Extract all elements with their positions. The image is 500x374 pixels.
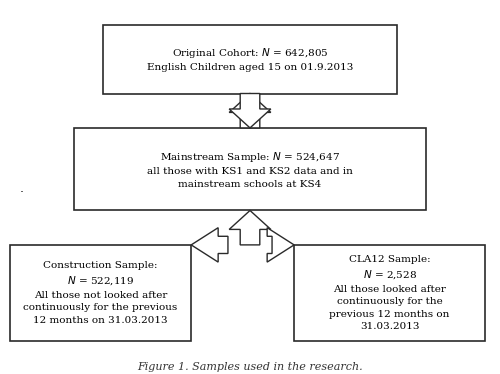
- Polygon shape: [191, 228, 228, 262]
- FancyBboxPatch shape: [294, 245, 485, 341]
- Text: Original Cohort: $N$ = 642,805
English Children aged 15 on 01.9.2013: Original Cohort: $N$ = 642,805 English C…: [147, 46, 353, 72]
- Text: CLA12 Sample:
$N$ = 2,528
All those looked after
continuously for the
previous 1: CLA12 Sample: $N$ = 2,528 All those look…: [330, 255, 450, 331]
- Polygon shape: [267, 228, 294, 262]
- Text: Construction Sample:
$N$ = 522,119
All those not looked after
continuously for t: Construction Sample: $N$ = 522,119 All t…: [24, 261, 178, 325]
- Text: Figure 1. Samples used in the research.: Figure 1. Samples used in the research.: [137, 362, 363, 372]
- Polygon shape: [229, 211, 271, 245]
- Text: Mainstream Sample: $N$ = 524,647
all those with KS1 and KS2 data and in
mainstre: Mainstream Sample: $N$ = 524,647 all tho…: [147, 150, 353, 189]
- FancyBboxPatch shape: [74, 128, 426, 211]
- FancyBboxPatch shape: [10, 245, 191, 341]
- Polygon shape: [229, 94, 271, 128]
- FancyBboxPatch shape: [103, 25, 397, 94]
- Polygon shape: [229, 94, 271, 128]
- Text: .: .: [20, 182, 24, 194]
